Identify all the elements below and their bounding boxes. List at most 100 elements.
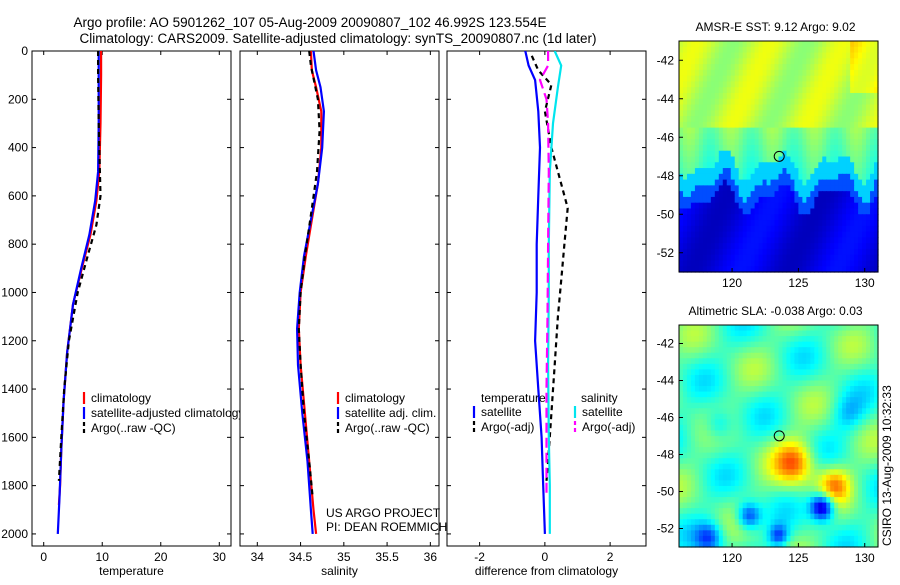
heatmap-cell: [694, 168, 700, 175]
heatmap-cell: [726, 463, 732, 470]
heatmap-cell: [682, 248, 688, 256]
heatmap-cell: [726, 191, 732, 198]
heatmap-cell: [842, 116, 847, 123]
heatmap-cell: [698, 369, 704, 376]
legend-label: climatology: [345, 391, 405, 405]
heatmap-cell: [730, 231, 736, 238]
heatmap-cell: [770, 231, 776, 238]
heatmap-cell: [826, 133, 831, 140]
heatmap-cell: [870, 497, 875, 504]
heatmap-cell: [686, 248, 692, 256]
heatmap-cell: [870, 474, 875, 481]
heatmap-cell: [750, 325, 756, 332]
heatmap-cell: [690, 127, 696, 135]
heatmap-cell: [718, 214, 724, 221]
heatmap-cell: [679, 133, 684, 140]
heatmap-cell: [818, 485, 823, 493]
heatmap-cell: [866, 173, 871, 181]
heatmap-cell: [730, 208, 736, 215]
heatmap-cell: [758, 524, 764, 531]
heatmap-cell: [798, 75, 803, 83]
heatmap-cell: [830, 363, 835, 370]
heatmap-cell: [874, 98, 879, 106]
heatmap-cell: [738, 330, 744, 337]
heatmap-cell: [679, 413, 684, 420]
heatmap-cell: [714, 92, 720, 100]
heatmap-cell: [862, 46, 867, 54]
heatmap-cell: [874, 363, 879, 370]
heatmap-cell: [702, 225, 708, 233]
heatmap-cell: [754, 254, 760, 262]
heatmap-cell: [738, 81, 744, 88]
heatmap-cell: [754, 541, 760, 548]
heatmap-cell: [802, 266, 807, 273]
heatmap-cell: [690, 266, 696, 273]
heatmap-cell: [762, 116, 768, 123]
heatmap-cell: [718, 243, 724, 250]
heatmap-cell: [730, 541, 736, 548]
heatmap-cell: [734, 69, 740, 77]
heatmap-cell: [846, 436, 851, 443]
heatmap-cell: [706, 508, 712, 515]
heatmap-cell: [754, 374, 760, 382]
heatmap-cell: [806, 266, 811, 273]
heatmap-cell: [850, 402, 855, 409]
heatmap-cell: [858, 81, 863, 88]
heatmap-cell: [762, 237, 768, 244]
heatmap-cell: [810, 191, 815, 198]
heatmap-cell: [746, 248, 752, 256]
heatmap-cell: [874, 508, 879, 515]
heatmap-cell: [690, 380, 696, 387]
heatmap-cell: [834, 58, 839, 65]
heatmap-cell: [794, 127, 799, 135]
heatmap-cell: [770, 325, 776, 332]
heatmap-cell: [698, 92, 704, 100]
heatmap-cell: [806, 243, 811, 250]
heatmap-cell: [698, 508, 704, 515]
heatmap-cell: [758, 116, 764, 123]
heatmap-cell: [778, 352, 784, 359]
heatmap-cell: [830, 81, 835, 88]
heatmap-cell: [726, 430, 732, 437]
heatmap-cell: [862, 92, 867, 100]
heatmap-cell: [686, 524, 692, 531]
heatmap-cell: [762, 243, 768, 250]
heatmap-cell: [738, 485, 744, 493]
heatmap-cell: [722, 413, 728, 420]
heatmap-cell: [842, 92, 847, 100]
heatmap-cell: [846, 98, 851, 106]
heatmap-cell: [706, 98, 712, 106]
heatmap-cell: [794, 58, 799, 65]
heatmap-cell: [794, 225, 799, 233]
heatmap-cell: [802, 144, 807, 152]
heatmap-cell: [690, 64, 696, 71]
heatmap-cell: [774, 336, 780, 343]
heatmap-cell: [778, 121, 784, 129]
heatmap-cell: [782, 380, 788, 387]
heatmap-cell: [738, 452, 744, 459]
heatmap-cell: [782, 325, 788, 332]
heatmap-cell: [746, 52, 752, 59]
heatmap-cell: [730, 352, 736, 359]
heatmap-cell: [810, 469, 815, 476]
heatmap-cell: [858, 397, 863, 404]
heatmap-cell: [806, 524, 811, 531]
heatmap-cell: [726, 413, 732, 420]
heatmap-cell: [854, 260, 859, 267]
heatmap-cell: [742, 64, 748, 71]
heatmap-cell: [786, 58, 792, 65]
heatmap-cell: [818, 424, 823, 432]
heatmap-cell: [766, 380, 772, 387]
heatmap-cell: [778, 436, 784, 443]
heatmap-cell: [870, 341, 875, 348]
heatmap-cell: [766, 133, 772, 140]
heatmap-cell: [866, 133, 871, 140]
heatmap-cell: [686, 452, 692, 459]
heatmap-cell: [782, 336, 788, 343]
heatmap-cell: [706, 81, 712, 88]
heatmap-cell: [682, 402, 688, 409]
heatmap-cell: [838, 491, 843, 498]
heatmap-cell: [730, 191, 736, 198]
heatmap-cell: [762, 480, 768, 487]
heatmap-cell: [754, 191, 760, 198]
